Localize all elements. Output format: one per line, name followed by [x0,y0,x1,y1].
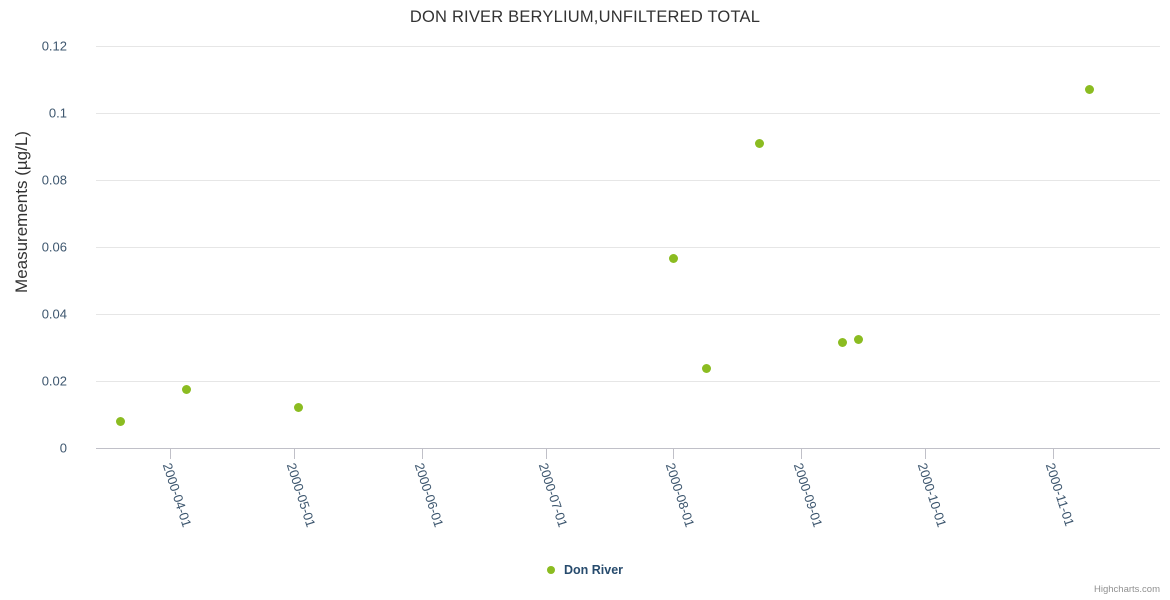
gridline [96,314,1160,315]
gridline [96,46,1160,47]
y-axis-title: Measurements (µg/L) [12,131,31,293]
credits-link[interactable]: Highcharts.com [1094,584,1160,595]
x-axis-tick-mark [924,449,926,459]
legend-item-don-river[interactable]: Don River [546,563,624,577]
y-axis-tick-label: 0.08 [41,172,67,188]
x-axis-tick-mark [293,449,295,459]
data-point[interactable] [701,363,711,373]
x-axis-tick-label: 2000-11-01 [1042,461,1078,528]
x-axis-tick-mark [421,449,423,459]
data-point[interactable] [837,337,847,347]
x-axis-tick-label: 2000-09-01 [790,461,826,529]
x-axis-tick-mark [673,449,675,459]
x-axis-tick-mark [801,449,803,459]
y-axis-tick-label: 0.06 [41,239,67,255]
x-axis-tick-label: 2000-07-01 [535,461,571,529]
y-axis-tick-label: 0.1 [48,105,67,121]
data-point[interactable] [1085,85,1095,95]
data-point[interactable] [755,138,765,148]
gridline [96,180,1160,181]
x-axis-tick-mark [545,449,547,459]
y-axis-tick-label: 0.04 [41,306,67,322]
data-point[interactable] [116,416,126,426]
gridline [96,113,1160,114]
legend-item-label: Don River [563,563,624,577]
x-axis-tick-label: 2000-06-01 [411,461,447,529]
x-axis-tick-label: 2000-04-01 [159,461,195,529]
x-axis-line [96,448,1160,449]
legend-marker-icon [546,566,555,574]
gridline [96,247,1160,248]
x-axis-tick-label: 2000-05-01 [283,461,319,529]
x-axis-tick-label: 2000-10-01 [914,461,950,529]
data-point[interactable] [182,384,192,394]
y-axis-tick-label: 0.12 [41,38,67,54]
data-point[interactable] [668,254,678,264]
y-axis-tick-label: 0.02 [41,373,67,389]
x-axis-tick-mark [170,449,172,459]
y-axis-tick-label: 0 [59,440,67,456]
chart-title: DON RIVER BERYLIUM,UNFILTERED TOTAL [409,8,761,26]
x-axis-tick-mark [1052,449,1054,459]
gridline [96,381,1160,382]
chart-legend: Don River [0,563,1170,577]
plot-area [96,46,1160,449]
x-axis-tick-label: 2000-08-01 [663,461,698,529]
data-point[interactable] [293,403,303,413]
data-point[interactable] [854,334,864,344]
